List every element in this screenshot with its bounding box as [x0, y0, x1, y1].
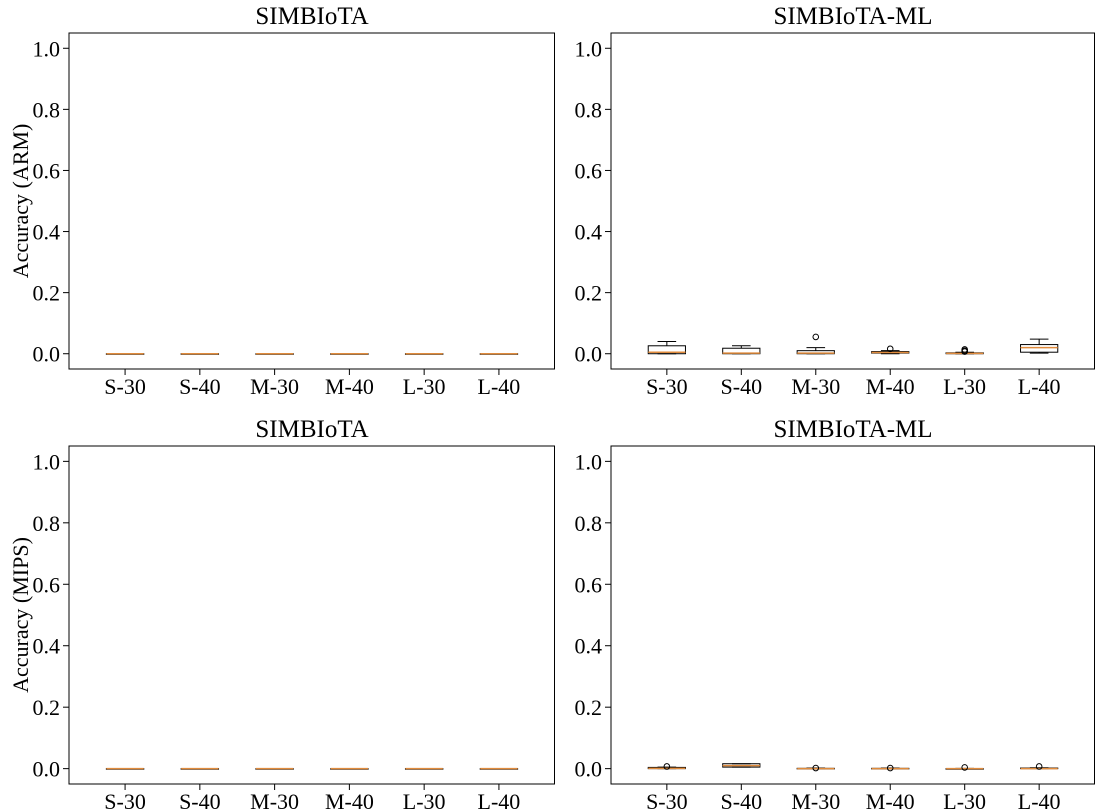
y-tick-label: 0.8 [33, 511, 61, 536]
y-axis-label: Accuracy (ARM) [8, 124, 33, 279]
box-L-30 [945, 346, 984, 355]
box-plot-panel-2: SIMBIoTA-ML 0.0 0.2 0.4 0.6 0.8 1.0 S-30 S-40 M-3… [575, 3, 1095, 399]
x-tick-label: L-30 [403, 374, 446, 399]
box-L-30 [404, 767, 444, 770]
panel-title: SIMBIoTA [255, 3, 368, 30]
y-tick-label: 0.0 [33, 342, 61, 367]
axes-frame [610, 445, 1095, 785]
y-tick-label: 0.8 [575, 97, 603, 122]
y-tick-label: 1.0 [33, 36, 61, 61]
y-tick-label: 0.8 [575, 511, 603, 536]
box-L-30 [404, 352, 444, 355]
x-tick-label: S-40 [721, 374, 763, 399]
box-M-40 [871, 345, 910, 355]
box-M-30 [255, 352, 294, 355]
box-L-30 [945, 764, 984, 771]
box-plot-panel-3: SIMBIoTA Accuracy (MIPS) 0.0 0.2 0.4 0.6 0.8 1.… [8, 416, 555, 812]
y-tick-label: 0.2 [575, 281, 603, 306]
x-tick-label: L-30 [943, 789, 986, 812]
iqr-box [647, 345, 686, 355]
y-tick-label: 0.4 [575, 634, 603, 659]
x-tick-label: S-30 [104, 789, 146, 812]
x-tick-label: S-30 [646, 789, 688, 812]
outlier-point [961, 346, 968, 353]
y-tick-label: 0.0 [575, 342, 603, 367]
axes-frame [68, 32, 555, 370]
box-M-30 [255, 767, 294, 770]
y-tick-label: 0.2 [33, 281, 61, 306]
box-M-40 [871, 764, 910, 772]
y-tick-label: 0.6 [33, 158, 61, 183]
y-tick-label: 0.6 [575, 158, 603, 183]
x-tick-label: S-40 [721, 789, 763, 812]
y-tick-label: 0.6 [33, 572, 61, 597]
box-L-40 [479, 352, 519, 355]
x-tick-label: M-40 [325, 374, 374, 399]
x-tick-label: L-40 [478, 789, 521, 812]
box-M-40 [330, 352, 369, 355]
box-S-30 [647, 763, 686, 770]
y-tick-label: 0.4 [33, 220, 61, 245]
y-tick-label: 0.8 [33, 97, 61, 122]
x-tick-label: L-40 [1018, 374, 1061, 399]
iqr-box [1020, 344, 1059, 353]
x-tick-label: L-40 [478, 374, 521, 399]
box-S-30 [105, 352, 145, 355]
box-L-40 [479, 767, 519, 770]
box-S-40 [180, 767, 220, 770]
axes-frame [68, 445, 555, 785]
outlier-point [812, 333, 820, 341]
outlier-point [1035, 763, 1043, 770]
x-tick-label: S-30 [646, 374, 688, 399]
y-tick-label: 1.0 [33, 449, 61, 474]
box-plot-panel-4: SIMBIoTA-ML 0.0 0.2 0.4 0.6 0.8 1.0 S-30 S-40 M-3… [575, 416, 1095, 812]
x-tick-label: M-30 [250, 789, 299, 812]
x-tick-label: S-40 [179, 789, 221, 812]
x-tick-label: M-30 [250, 374, 299, 399]
panel-title: SIMBIoTA-ML [773, 3, 932, 30]
y-tick-label: 0.0 [33, 757, 61, 782]
y-tick-label: 0.4 [575, 220, 603, 245]
y-tick-label: 1.0 [575, 449, 603, 474]
outlier-point [812, 764, 820, 772]
box-L-40 [1020, 763, 1059, 770]
y-tick-label: 0.4 [33, 634, 61, 659]
y-tick-label: 1.0 [575, 36, 603, 61]
box-M-30 [796, 333, 835, 355]
box-S-40 [722, 345, 761, 355]
x-tick-label: M-40 [866, 789, 915, 812]
outlier-point [886, 764, 894, 772]
outlier-point [961, 764, 968, 771]
box-plot-panel-1: SIMBIoTA Accuracy (ARM) 0.0 0.2 0.4 0.6 0.8 1.0… [8, 3, 555, 399]
box-S-30 [647, 341, 686, 355]
y-axis-label: Accuracy (MIPS) [8, 537, 33, 693]
box-S-30 [105, 767, 145, 770]
x-tick-label: M-40 [325, 789, 374, 812]
box-S-40 [722, 763, 761, 768]
outlier-point [663, 763, 671, 770]
x-tick-label: M-30 [791, 374, 840, 399]
x-tick-label: M-30 [791, 789, 840, 812]
box-S-40 [180, 352, 220, 355]
box-L-40 [1020, 338, 1059, 354]
x-tick-label: M-40 [866, 374, 915, 399]
panel-title: SIMBIoTA-ML [773, 416, 932, 443]
x-tick-label: L-30 [943, 374, 986, 399]
box-M-40 [330, 767, 369, 770]
x-tick-label: S-30 [104, 374, 146, 399]
x-tick-label: L-40 [1018, 789, 1061, 812]
x-tick-label: S-40 [179, 374, 221, 399]
box-M-30 [796, 764, 835, 772]
x-tick-label: L-30 [403, 789, 446, 812]
y-tick-label: 0.2 [575, 695, 603, 720]
y-tick-label: 0.2 [33, 695, 61, 720]
y-tick-label: 0.6 [575, 572, 603, 597]
outlier-point [886, 345, 894, 353]
axes-frame [610, 32, 1095, 370]
y-tick-label: 0.0 [575, 757, 603, 782]
panel-title: SIMBIoTA [255, 416, 368, 443]
